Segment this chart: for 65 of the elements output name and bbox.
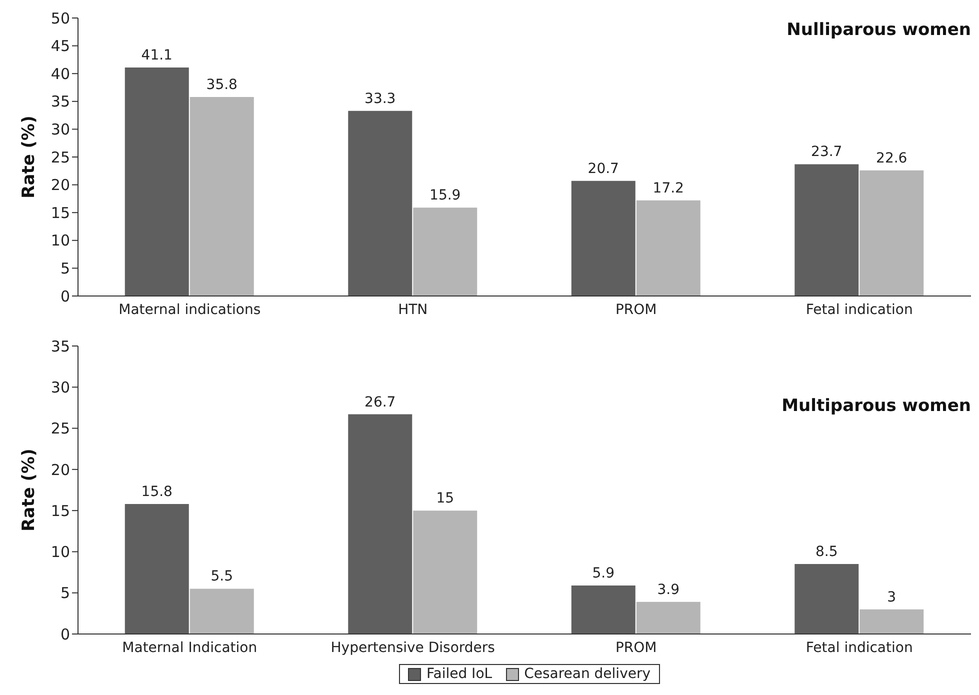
bar [571,180,636,296]
data-label: 3.9 [657,582,680,598]
bar [348,414,412,634]
y-tick-label: 15 [50,204,70,222]
text: Multiparous women [782,396,971,416]
data-label: 26.7 [364,394,396,410]
bar [860,170,924,296]
data-label: 22.6 [876,150,908,166]
data-label: 5.9 [592,565,615,582]
bar [636,200,700,296]
x-tick-label: HTN [398,302,428,318]
bar [571,585,636,634]
y-tick-label: 20 [50,460,70,479]
x-tick-label: Hypertensive Disorders [330,640,495,656]
bar [794,564,859,634]
x-tick-label: PROM [615,302,657,318]
y-tick-label: 25 [50,420,70,438]
bar [348,110,412,296]
y-axis-title: Rate (%) [19,116,40,198]
data-label: 15 [436,490,454,507]
data-label: 3 [887,589,896,606]
data-label: 33.3 [364,90,396,107]
data-label: 15.8 [141,484,172,500]
bar [860,609,924,634]
data-label: 20.7 [588,160,619,177]
y-tick-label: 45 [50,37,70,56]
y-axis-title: Rate (%) [19,448,40,532]
x-tick-label: Maternal Indication [122,640,258,656]
legend-label: Cesarean delivery [524,666,651,682]
y-tick-label: 5 [60,260,70,278]
data-label: 8.5 [816,544,838,560]
data-label: 35.8 [206,76,238,93]
data-label: 15.9 [430,188,461,204]
bar [124,67,189,296]
bar [190,588,254,634]
y-tick-label: 35 [50,92,70,111]
bar [124,504,189,634]
y-tick-label: 50 [50,9,70,28]
y-tick-label: 10 [50,232,70,250]
bar [413,208,478,296]
legend-label: Failed IoL [426,666,492,682]
y-tick-label: 40 [50,64,70,83]
y-tick-label: 25 [50,148,70,166]
y-tick-label: 30 [50,120,70,139]
y-tick-label: 0 [60,287,70,306]
bar [413,510,478,634]
data-label: 5.5 [210,568,234,585]
bar [794,164,859,296]
x-tick-label: Fetal indication [806,302,913,318]
data-label: 17.2 [652,180,684,196]
x-tick-label: Fetal indication [806,640,913,656]
y-tick-label: 10 [50,543,70,562]
bar [636,602,700,634]
data-label: 41.1 [141,47,172,64]
y-tick-label: 35 [50,337,70,356]
x-tick-label: PROM [615,640,657,656]
y-tick-label: 5 [60,584,70,602]
y-tick-label: 30 [50,378,70,396]
y-tick-label: 15 [50,502,70,520]
data-label: 23.7 [811,144,842,160]
y-tick-label: 20 [50,176,70,194]
bar [190,96,254,296]
x-tick-label: Maternal indications [118,302,261,318]
y-tick-label: 0 [60,625,70,644]
chart-title: Nulliparous women [786,20,971,40]
